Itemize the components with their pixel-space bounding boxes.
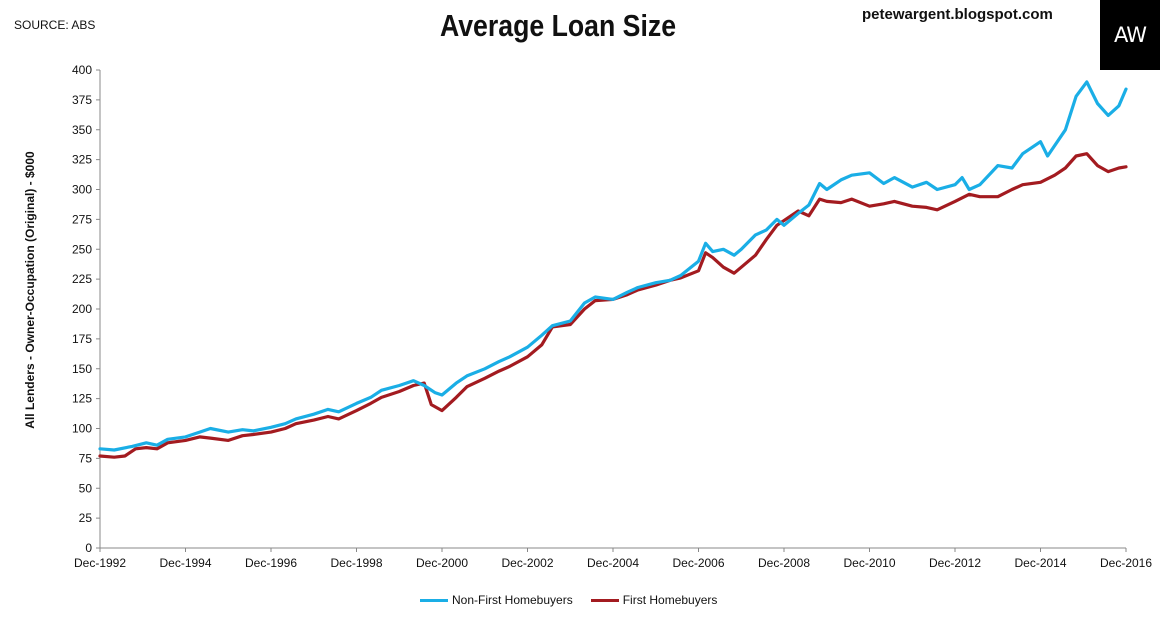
legend-item-series-1: Non-First Homebuyers bbox=[420, 593, 573, 607]
y-tick-label: 100 bbox=[72, 422, 92, 436]
y-tick-label: 300 bbox=[72, 183, 92, 197]
x-tick-label: Dec-2010 bbox=[843, 556, 895, 570]
x-tick-label: Dec-1996 bbox=[245, 556, 297, 570]
x-tick-label: Dec-2016 bbox=[1100, 556, 1152, 570]
y-tick-label: 275 bbox=[72, 212, 92, 226]
legend-label-series-2: First Homebuyers bbox=[622, 593, 718, 607]
y-tick-label: 350 bbox=[72, 123, 92, 137]
x-tick-label: Dec-2014 bbox=[1014, 556, 1066, 570]
x-tick-label: Dec-1998 bbox=[330, 556, 382, 570]
series-line-1 bbox=[98, 80, 1128, 452]
y-tick-label: 175 bbox=[72, 332, 92, 346]
y-tick-label: 50 bbox=[79, 481, 93, 495]
legend-swatch-series-1 bbox=[420, 598, 448, 602]
site-url: petewargent.blogspot.com bbox=[862, 6, 1053, 23]
x-tick-label: Dec-2008 bbox=[758, 556, 810, 570]
legend-label-series-1: Non-First Homebuyers bbox=[452, 593, 573, 607]
x-tick-label: Dec-2006 bbox=[672, 556, 724, 570]
brand-logo: AW bbox=[1100, 0, 1160, 70]
y-tick-label: 75 bbox=[79, 451, 93, 465]
y-tick-label: 250 bbox=[72, 242, 92, 256]
legend-swatch-series-2 bbox=[590, 598, 619, 602]
chart-title: Average Loan Size bbox=[439, 8, 677, 43]
y-tick-label: 200 bbox=[72, 302, 92, 316]
y-tick-label: 375 bbox=[72, 93, 92, 107]
y-tick-label: 400 bbox=[72, 63, 92, 77]
x-tick-label: Dec-2004 bbox=[587, 556, 639, 570]
x-tick-label: Dec-1992 bbox=[74, 556, 126, 570]
legend: Non-First Homebuyers First Homebuyers bbox=[420, 593, 735, 607]
y-tick-label: 0 bbox=[85, 541, 92, 555]
series-line-2 bbox=[98, 152, 1128, 459]
legend-item-series-2: First Homebuyers bbox=[590, 593, 718, 607]
x-tick-label: Dec-2002 bbox=[501, 556, 553, 570]
source-label: SOURCE: ABS bbox=[14, 18, 96, 32]
y-tick-label: 325 bbox=[72, 153, 92, 167]
y-tick-label: 150 bbox=[72, 362, 92, 376]
y-tick-label: 25 bbox=[79, 511, 93, 525]
x-tick-label: Dec-2000 bbox=[416, 556, 468, 570]
x-tick-label: Dec-2012 bbox=[929, 556, 981, 570]
y-tick-label: 125 bbox=[72, 392, 92, 406]
x-tick-label: Dec-1994 bbox=[159, 556, 211, 570]
y-tick-label: 225 bbox=[72, 272, 92, 286]
